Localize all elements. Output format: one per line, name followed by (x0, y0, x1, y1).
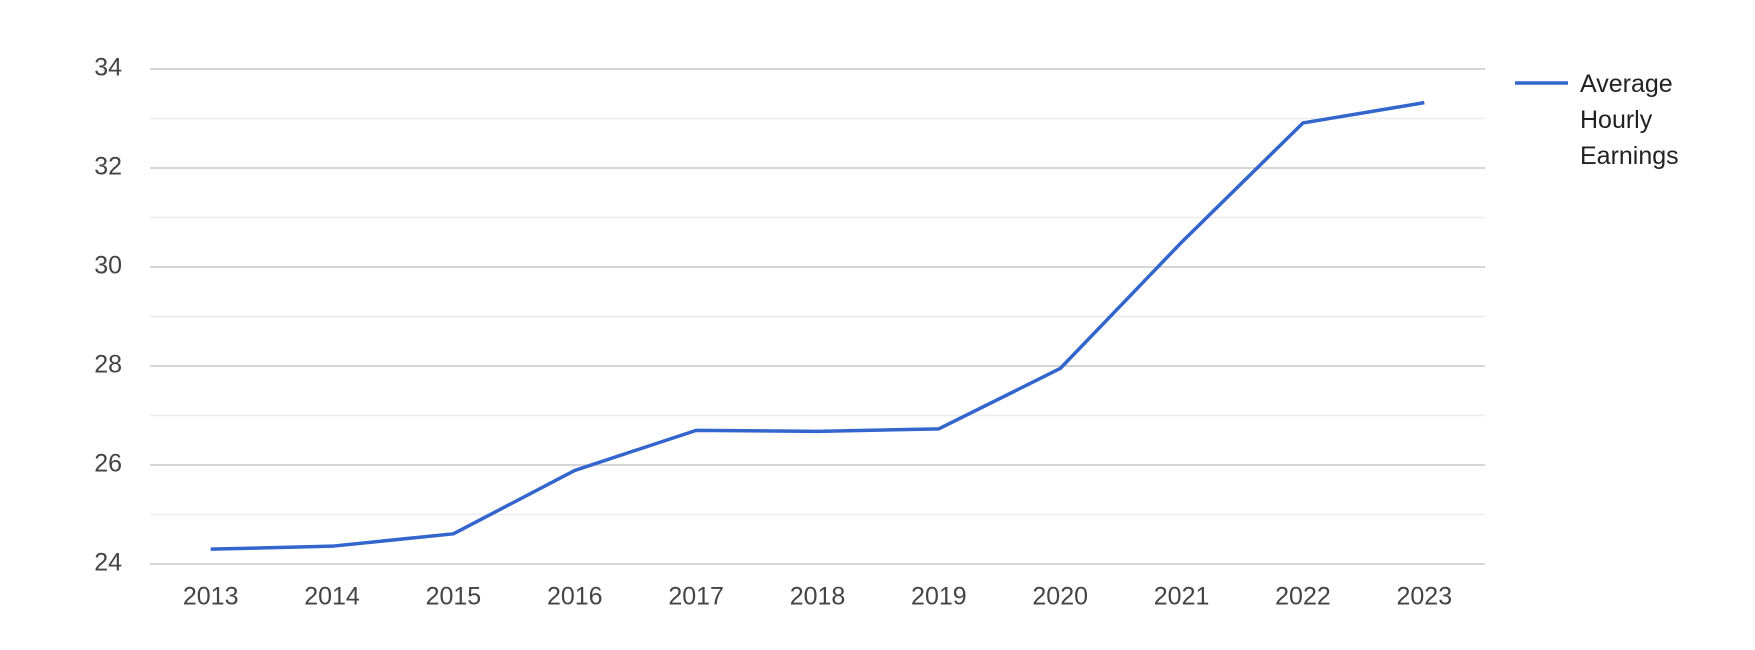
data-line (210, 100, 1425, 551)
y-tick-label: 26 (94, 450, 122, 478)
x-tick-label: 2022 (1275, 583, 1331, 611)
x-tick-label: 2014 (304, 583, 360, 611)
y-tick-label: 28 (94, 351, 122, 379)
x-tick-label: 2013 (183, 583, 239, 611)
x-tick-label: 2020 (1032, 583, 1088, 611)
x-tick-label: 2023 (1397, 583, 1453, 611)
x-tick-label: 2015 (426, 583, 482, 611)
x-tick-label: 2018 (790, 583, 846, 611)
y-tick-label: 30 (94, 252, 122, 280)
y-tick-label: 24 (94, 549, 122, 577)
y-tick-label: 34 (94, 54, 122, 82)
y-tick-label: 32 (94, 153, 122, 181)
legend-label: Average Hourly Earnings (1580, 70, 1679, 170)
x-tick-label: 2017 (668, 583, 724, 611)
x-tick-label: 2019 (911, 583, 967, 611)
x-tick-label: 2016 (547, 583, 603, 611)
x-tick-label: 2021 (1154, 583, 1210, 611)
